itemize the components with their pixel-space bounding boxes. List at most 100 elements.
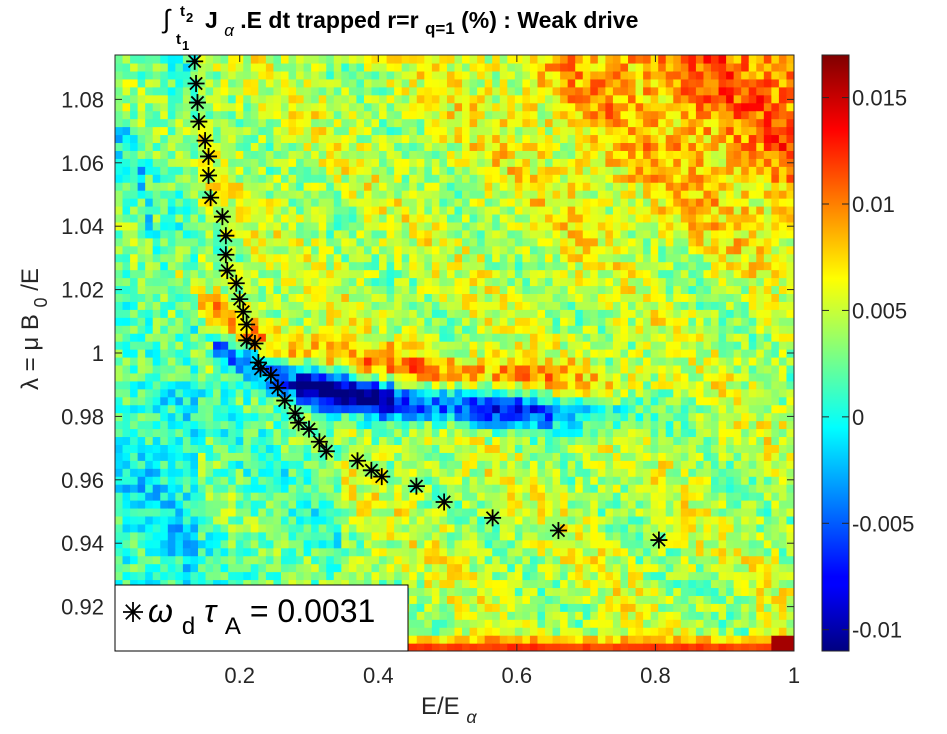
heatmap-cell bbox=[167, 579, 176, 589]
heatmap-cell bbox=[552, 229, 561, 239]
heatmap-cell bbox=[273, 372, 282, 382]
heatmap-cell bbox=[130, 205, 139, 215]
heatmap-cell bbox=[137, 70, 146, 80]
heatmap-cell bbox=[341, 356, 350, 366]
heatmap-cell bbox=[612, 396, 622, 406]
heatmap-cell bbox=[296, 142, 305, 151]
heatmap-cell bbox=[190, 563, 199, 573]
heatmap-cell bbox=[545, 198, 554, 207]
heatmap-cell bbox=[537, 364, 546, 374]
heatmap-cell bbox=[341, 380, 350, 390]
heatmap-cell bbox=[258, 372, 267, 382]
heatmap-cell bbox=[137, 372, 146, 382]
heatmap-cell bbox=[597, 110, 606, 120]
heatmap-cell bbox=[303, 444, 312, 453]
heatmap-cell bbox=[499, 507, 508, 517]
heatmap-cell bbox=[537, 126, 546, 136]
heatmap-cell bbox=[492, 603, 501, 612]
heatmap-cell bbox=[371, 118, 380, 128]
heatmap-cell bbox=[522, 460, 531, 469]
heatmap-cell bbox=[394, 325, 403, 334]
heatmap-cell bbox=[567, 484, 576, 493]
heatmap-cell bbox=[303, 492, 312, 501]
heatmap-cell bbox=[560, 420, 569, 430]
heatmap-cell bbox=[167, 110, 176, 120]
heatmap-cell bbox=[348, 484, 358, 493]
heatmap-cell bbox=[462, 221, 471, 231]
heatmap-cell bbox=[175, 484, 184, 493]
heatmap-cell bbox=[507, 94, 516, 104]
heatmap-cell bbox=[529, 587, 539, 596]
heatmap-cell bbox=[499, 531, 508, 541]
heatmap-cell bbox=[296, 62, 305, 72]
heatmap-cell bbox=[160, 444, 169, 453]
heatmap-cell bbox=[582, 229, 591, 239]
heatmap-cell bbox=[303, 349, 312, 358]
heatmap-cell bbox=[145, 198, 154, 207]
heatmap-cell bbox=[115, 571, 124, 581]
heatmap-cell bbox=[213, 198, 222, 207]
heatmap-cell bbox=[575, 293, 584, 302]
heatmap-cell bbox=[197, 523, 207, 533]
heatmap-cell bbox=[477, 523, 486, 533]
heatmap-cell bbox=[311, 523, 320, 533]
heatmap-cell bbox=[137, 86, 146, 96]
heatmap-cell bbox=[311, 547, 320, 557]
heatmap-cell bbox=[507, 484, 516, 493]
heatmap-cell bbox=[431, 325, 441, 334]
heatmap-cell bbox=[341, 142, 350, 151]
heatmap-cell bbox=[311, 285, 320, 294]
heatmap-cell bbox=[273, 484, 282, 493]
heatmap-cell bbox=[492, 428, 501, 438]
heatmap-cell bbox=[363, 341, 373, 350]
heatmap-cell bbox=[333, 341, 342, 350]
heatmap-cell bbox=[130, 452, 139, 461]
heatmap-cell bbox=[537, 611, 546, 620]
heatmap-cell bbox=[462, 436, 471, 445]
heatmap-cell bbox=[477, 420, 486, 430]
heatmap-cell bbox=[492, 293, 501, 302]
heatmap-cell bbox=[235, 500, 244, 509]
heatmap-cell bbox=[567, 436, 576, 445]
heatmap-cell bbox=[130, 515, 139, 525]
heatmap-cell bbox=[326, 476, 335, 485]
heatmap-cell bbox=[590, 62, 599, 72]
heatmap-cell bbox=[416, 317, 425, 326]
heatmap-cell bbox=[590, 317, 599, 326]
heatmap-cell bbox=[250, 571, 259, 581]
heatmap-cell bbox=[175, 571, 184, 581]
heatmap-cell bbox=[416, 293, 425, 302]
heatmap-cell bbox=[409, 468, 418, 477]
heatmap-cell bbox=[273, 134, 282, 144]
heatmap-cell bbox=[318, 118, 327, 128]
heatmap-cell bbox=[137, 388, 146, 398]
heatmap-cell bbox=[492, 531, 501, 541]
heatmap-cell bbox=[190, 102, 199, 112]
heatmap-cell bbox=[160, 253, 169, 263]
heatmap-cell bbox=[454, 388, 463, 398]
heatmap-cell bbox=[258, 205, 267, 215]
heatmap-cell bbox=[175, 507, 184, 517]
heatmap-cell bbox=[280, 55, 290, 64]
heatmap-cell bbox=[205, 261, 214, 271]
heatmap-cell bbox=[446, 253, 456, 263]
heatmap-cell bbox=[522, 476, 531, 485]
heatmap-cell bbox=[484, 635, 493, 644]
heatmap-cell bbox=[605, 158, 614, 167]
heatmap-cell bbox=[529, 213, 539, 223]
heatmap-cell bbox=[560, 333, 569, 342]
heatmap-cell bbox=[145, 484, 154, 493]
heatmap-cell bbox=[190, 229, 199, 239]
heatmap-cell bbox=[552, 531, 561, 541]
heatmap-cell bbox=[469, 452, 478, 461]
heatmap-cell bbox=[386, 102, 395, 112]
heatmap-cell bbox=[597, 388, 606, 398]
heatmap-cell bbox=[167, 237, 176, 247]
heatmap-cell bbox=[552, 364, 561, 374]
heatmap-cell bbox=[582, 547, 591, 557]
heatmap-cell bbox=[446, 166, 456, 175]
heatmap-cell bbox=[590, 507, 599, 517]
heatmap-cell bbox=[416, 428, 425, 438]
heatmap-cell bbox=[333, 507, 342, 517]
heatmap-cell bbox=[205, 78, 214, 88]
